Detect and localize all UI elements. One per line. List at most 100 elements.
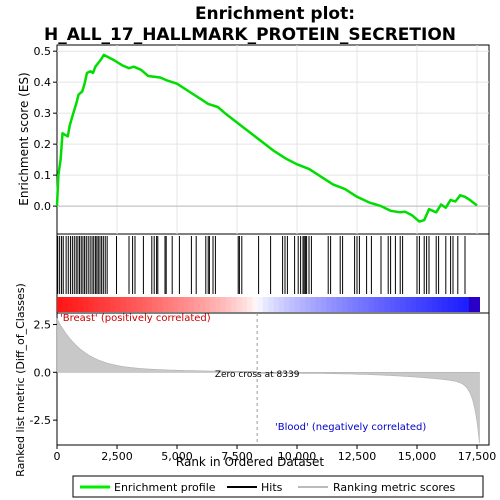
- heat-segment: [62, 297, 69, 312]
- heat-segment: [189, 297, 195, 312]
- x-tick-label: 10,000: [278, 450, 317, 463]
- heat-segment: [437, 297, 444, 312]
- heat-segment: [273, 297, 280, 312]
- heat-segment: [247, 297, 253, 312]
- heat-segment: [379, 297, 385, 312]
- heat-segment: [136, 297, 143, 312]
- metric-y-axis: 2.5 0.0 -2.5: [30, 318, 57, 427]
- metric-tick-label: 2.5: [34, 318, 52, 331]
- heat-segment: [257, 297, 264, 312]
- heat-segment: [146, 297, 153, 312]
- heat-segment: [294, 297, 301, 312]
- enrichment-profile: [55, 53, 478, 223]
- heat-segment: [178, 297, 185, 312]
- heat-segment: [115, 297, 121, 312]
- heat-segment: [78, 297, 84, 312]
- heat-segment: [278, 297, 285, 312]
- heat-segment: [67, 297, 74, 312]
- heat-segment: [431, 297, 438, 312]
- heat-segment: [389, 297, 396, 312]
- ranking-metric-area: [56, 317, 480, 444]
- hit-markers: [57, 236, 466, 294]
- heat-segment: [458, 297, 465, 312]
- heat-segment: [210, 297, 216, 312]
- heat-segment: [173, 297, 180, 312]
- enrichment-profile-line: [55, 53, 478, 223]
- heat-segment: [93, 297, 100, 312]
- chart-title-line2: H_ALL_17_HALLMARK_PROTEIN_SECRETION: [44, 25, 456, 45]
- heat-segment: [321, 297, 327, 312]
- metric-area: [56, 317, 480, 444]
- es-tick-label: 0.4: [34, 76, 52, 89]
- x-tick-label: 15,000: [398, 450, 437, 463]
- heat-segment: [141, 297, 148, 312]
- heat-segment: [442, 297, 449, 312]
- metric-panel-frame: [56, 312, 490, 446]
- heat-segment: [299, 297, 306, 312]
- x-tick-label: 2,500: [101, 450, 133, 463]
- heat-segment: [204, 297, 211, 312]
- es-gridlines: [57, 45, 489, 234]
- heat-segment: [347, 297, 354, 312]
- heat-segment: [152, 297, 158, 312]
- heat-segment: [199, 297, 206, 312]
- heat-segment: [231, 297, 238, 312]
- heat-segment: [57, 297, 63, 312]
- heat-segment: [225, 297, 232, 312]
- heat-segment: [368, 297, 375, 312]
- heat-segment: [220, 297, 227, 312]
- heat-segment: [125, 297, 132, 312]
- heat-segment: [336, 297, 343, 312]
- heat-segment: [373, 297, 380, 312]
- x-tick-label: 7,500: [221, 450, 253, 463]
- es-tick-label: 0.0: [34, 200, 52, 213]
- heat-segment: [331, 297, 338, 312]
- heat-segment: [305, 297, 312, 312]
- heat-segment: [194, 297, 201, 312]
- positive-correlation-label: 'Breast' (positively correlated): [60, 313, 211, 324]
- zero-cross-label: Zero cross at 8339: [215, 370, 300, 380]
- legend-box: [72, 475, 484, 498]
- heat-segment: [394, 297, 401, 312]
- rank-heat-bar: [57, 297, 480, 312]
- heat-segment: [72, 297, 79, 312]
- x-axis: 0 2,500 5,000 7,500 10,000 12,500 15,000 17,500: [54, 445, 496, 463]
- heat-segment: [342, 297, 348, 312]
- heat-segment: [252, 297, 259, 312]
- metric-tick-label: 0.0: [34, 366, 52, 379]
- heat-segment: [215, 297, 222, 312]
- heat-segment: [447, 297, 454, 312]
- heat-segment: [241, 297, 248, 312]
- x-tick-label: 0: [54, 450, 61, 463]
- es-tick-label: 0.1: [34, 169, 52, 182]
- heat-segment: [88, 297, 95, 312]
- heat-segment: [120, 297, 127, 312]
- chart-title-line1: Enrichment plot:: [195, 4, 355, 24]
- x-tick-label: 5,000: [161, 450, 193, 463]
- heat-segment: [99, 297, 106, 312]
- heat-segment: [83, 297, 90, 312]
- heat-segment: [315, 297, 322, 312]
- heat-segment: [463, 297, 470, 312]
- negative-correlation-label: 'Blood' (negatively correlated): [275, 422, 426, 433]
- legend-metric-label: Ranking metric scores: [333, 481, 455, 494]
- heat-segment: [109, 297, 116, 312]
- heat-segment: [384, 297, 391, 312]
- es-y-axis: 0.0 0.1 0.2 0.3 0.4 0.5: [34, 45, 57, 213]
- heat-segment: [284, 297, 290, 312]
- es-axis-label: Enrichment score (ES): [17, 72, 31, 205]
- heat-segment: [162, 297, 169, 312]
- heat-segment: [268, 297, 275, 312]
- heat-segment: [468, 297, 475, 312]
- heat-segment: [363, 297, 370, 312]
- metric-tick-label: -2.5: [30, 414, 51, 427]
- heat-segment: [352, 297, 359, 312]
- heat-segment: [236, 297, 243, 312]
- heat-segment: [453, 297, 459, 312]
- heat-segment: [262, 297, 269, 312]
- x-axis-label: Rank in Ordered Dataset: [176, 455, 324, 469]
- legend-hits-label: Hits: [261, 481, 283, 494]
- es-tick-label: 0.2: [34, 138, 52, 151]
- es-tick-label: 0.5: [34, 45, 52, 58]
- heat-segment: [421, 297, 428, 312]
